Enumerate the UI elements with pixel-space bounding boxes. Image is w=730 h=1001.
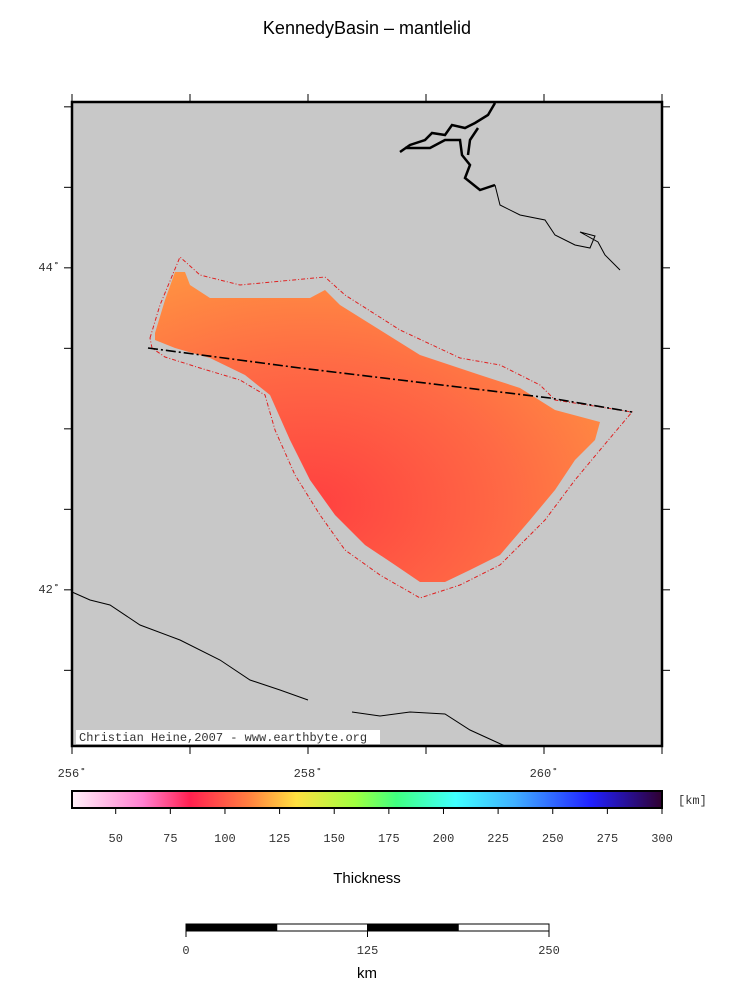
x-tick-label: 260˚ — [530, 767, 559, 781]
coastline — [494, 184, 621, 271]
colorbar-tick-label: 50 — [109, 832, 123, 846]
colorbar-tick-label: 275 — [597, 832, 619, 846]
scalebar: 0 125 250 — [182, 923, 560, 958]
coastline — [405, 127, 496, 192]
scalebar-segment — [276, 923, 368, 932]
profile-line — [147, 347, 633, 413]
coastline — [351, 711, 506, 747]
title: KennedyBasin – mantlelid — [263, 18, 471, 38]
colorbar-tick-label: 150 — [323, 832, 345, 846]
basin-outline — [149, 256, 633, 599]
colorbar-tick-label: 75 — [163, 832, 177, 846]
colorbar-tick-label: 200 — [433, 832, 455, 846]
colorbar-tick-label: 100 — [214, 832, 236, 846]
colorbar-unit: [km] — [678, 794, 707, 808]
credit: Christian Heine,2007 - www.earthbyte.org — [79, 731, 367, 745]
colorbar-tick-label: 125 — [269, 832, 291, 846]
y-tick-label: 44˚ — [38, 261, 60, 275]
scalebar-segment — [457, 923, 550, 932]
colorbar — [71, 790, 663, 809]
map-frame — [70, 100, 664, 748]
scalebar-tick-label: 0 — [182, 944, 189, 958]
colorbar-tick-label: 175 — [378, 832, 400, 846]
credit-box — [76, 730, 380, 744]
ticks: 256˚ 258˚ 260˚ 42˚ 44˚ — [38, 94, 670, 781]
colorbar-tick-label: 300 — [651, 832, 673, 846]
coastline — [399, 102, 497, 154]
colorbar-label: Thickness — [333, 870, 401, 887]
scalebar-segment — [367, 923, 459, 932]
colorbar-tick-label: 225 — [487, 832, 509, 846]
scalebar-tick-label: 250 — [538, 944, 560, 958]
coastline — [71, 591, 309, 701]
x-tick-label: 258˚ — [294, 767, 323, 781]
colorbar-tick-label: 250 — [542, 832, 564, 846]
scalebar-segment — [185, 923, 278, 932]
y-tick-label: 42˚ — [38, 583, 60, 597]
scalebar-label: km — [357, 965, 377, 982]
scalebar-tick-label: 125 — [357, 944, 379, 958]
thickness-area — [155, 272, 600, 582]
x-tick-label: 256˚ — [58, 767, 87, 781]
